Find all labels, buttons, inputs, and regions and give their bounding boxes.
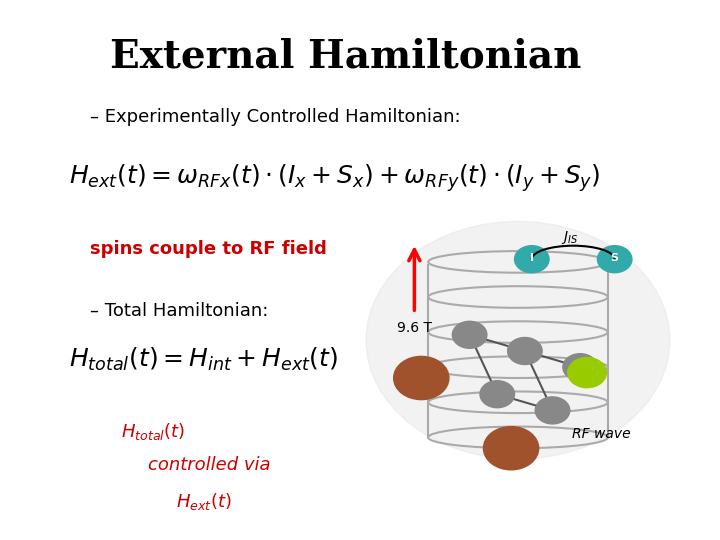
- Text: $J_{IS}$: $J_{IS}$: [561, 229, 578, 246]
- Text: – Experimentally Controlled Hamiltonian:: – Experimentally Controlled Hamiltonian:: [90, 108, 460, 126]
- Text: I: I: [530, 253, 534, 263]
- Circle shape: [452, 321, 487, 348]
- Text: spins couple to RF field: spins couple to RF field: [90, 240, 327, 258]
- Circle shape: [508, 338, 542, 364]
- Circle shape: [563, 354, 598, 381]
- Text: External Hamiltonian: External Hamiltonian: [109, 38, 581, 76]
- Text: $\mathit{H}_{\mathit{ext}}\mathit{(t)}=\omega_{\mathit{RFx}}\mathit{(t)}\cdot(\m: $\mathit{H}_{\mathit{ext}}\mathit{(t)}=\…: [69, 162, 600, 194]
- Circle shape: [366, 221, 670, 459]
- Text: RF wave: RF wave: [572, 427, 630, 441]
- Circle shape: [483, 427, 539, 470]
- Circle shape: [515, 246, 549, 273]
- Text: 9.6 T: 9.6 T: [397, 321, 432, 335]
- Circle shape: [394, 356, 449, 400]
- Circle shape: [480, 381, 515, 408]
- Text: controlled via: controlled via: [148, 456, 271, 474]
- Circle shape: [598, 246, 632, 273]
- Text: S: S: [611, 253, 618, 263]
- Text: $\mathit{H}_{\mathit{total}}\mathit{(t)}=\mathit{H}_{\mathit{int}}+\mathit{H}_{\: $\mathit{H}_{\mathit{total}}\mathit{(t)}…: [69, 346, 338, 373]
- Circle shape: [535, 397, 570, 424]
- Text: $\mathit{H}_{\mathit{total}}\mathit{(t)}$: $\mathit{H}_{\mathit{total}}\mathit{(t)}…: [121, 421, 185, 442]
- Text: $\mathit{H}_{\mathit{ext}}\mathit{(t)}$: $\mathit{H}_{\mathit{ext}}\mathit{(t)}$: [176, 491, 232, 512]
- Text: – Total Hamiltonian:: – Total Hamiltonian:: [90, 302, 268, 320]
- Circle shape: [567, 357, 606, 388]
